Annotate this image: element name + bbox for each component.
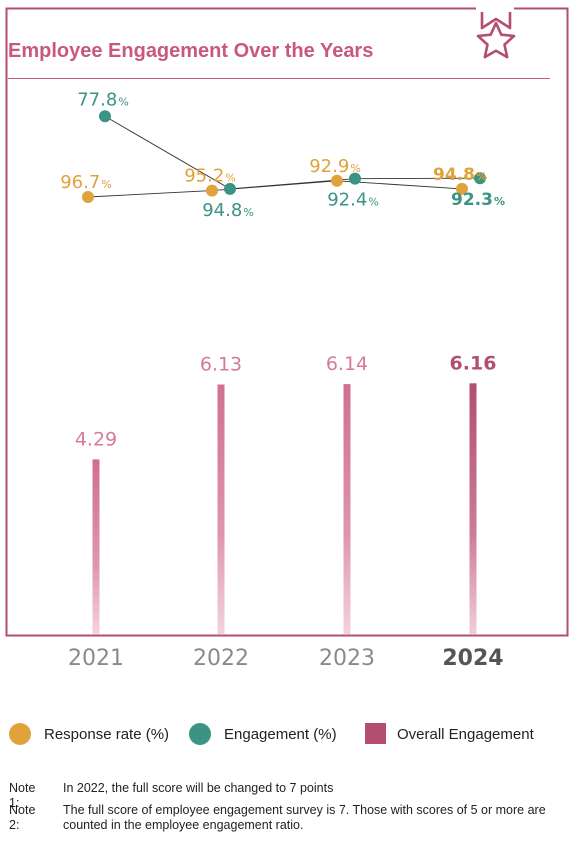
bar-2023 [343, 384, 351, 634]
eng-label-2024: 92.3% [451, 190, 505, 210]
star-ribbon-icon [476, 12, 516, 59]
legend-swatch-response-rate [9, 723, 31, 745]
x-tick-2022: 2022 [193, 646, 249, 671]
eng-point-2023 [349, 172, 361, 185]
frame-gap [476, 4, 514, 12]
x-tick-2021: 2021 [68, 646, 124, 671]
resp-label-2021: 96.7% [60, 172, 112, 193]
bar-label-2024: 6.16 [450, 352, 497, 374]
x-tick-2023: 2023 [319, 646, 375, 671]
legend-swatch-overall-engagement [365, 723, 386, 744]
resp-point-2024 [456, 182, 468, 195]
resp-line [87, 180, 463, 198]
bar-2021 [92, 459, 100, 634]
resp-label-2024: 94.8% [433, 165, 487, 185]
bar-label-2022: 6.13 [200, 354, 242, 376]
x-axis: 2021 2022 2023 2024 [68, 646, 504, 671]
series-lines [87, 115, 481, 198]
legend-swatch-engagement [189, 723, 211, 745]
bar-2024 [469, 383, 477, 634]
resp-point-2021 [82, 191, 94, 203]
chart-frame [5, 7, 569, 637]
x-tick-2024: 2024 [442, 646, 503, 671]
bar-2022 [217, 384, 225, 634]
legend-label-response-rate: Response rate (%) [44, 726, 169, 743]
resp-point-2023 [331, 174, 343, 187]
eng-label-2022: 94.8% [202, 200, 254, 221]
note-1-label: Note 1: [9, 781, 36, 810]
resp-label-2022: 95.2% [184, 166, 236, 187]
series-points [82, 110, 486, 203]
note-1-text: In 2022, the full score will be changed … [63, 781, 334, 795]
chart-title: Employee Engagement Over the Years [8, 40, 373, 62]
resp-label-2023: 92.9% [309, 156, 361, 177]
bar-label-2021: 4.29 [75, 428, 117, 450]
eng-line [104, 115, 481, 190]
note-2-label: Note 2: [9, 803, 36, 832]
eng-point-2024 [474, 172, 486, 185]
bar-label-2023: 6.14 [326, 353, 368, 375]
eng-point-2021 [99, 110, 111, 123]
eng-label-2023: 92.4% [327, 190, 379, 211]
resp-point-2022 [206, 184, 218, 197]
legend-label-engagement: Engagement (%) [224, 726, 337, 743]
data-labels: 4.29 6.13 6.14 6.16 96.7% 95.2% 92.9% 94.8% 77.8… [60, 89, 505, 450]
legend: Response rate (%) Engagement (%) Overall E… [9, 723, 535, 745]
note-2-text: The full score of employee engagement su… [63, 803, 546, 832]
legend-label-overall-engagement: Overall Engagement [397, 726, 535, 743]
eng-label-2021: 77.8% [77, 89, 129, 110]
eng-point-2022 [224, 182, 236, 195]
bars [92, 383, 477, 634]
